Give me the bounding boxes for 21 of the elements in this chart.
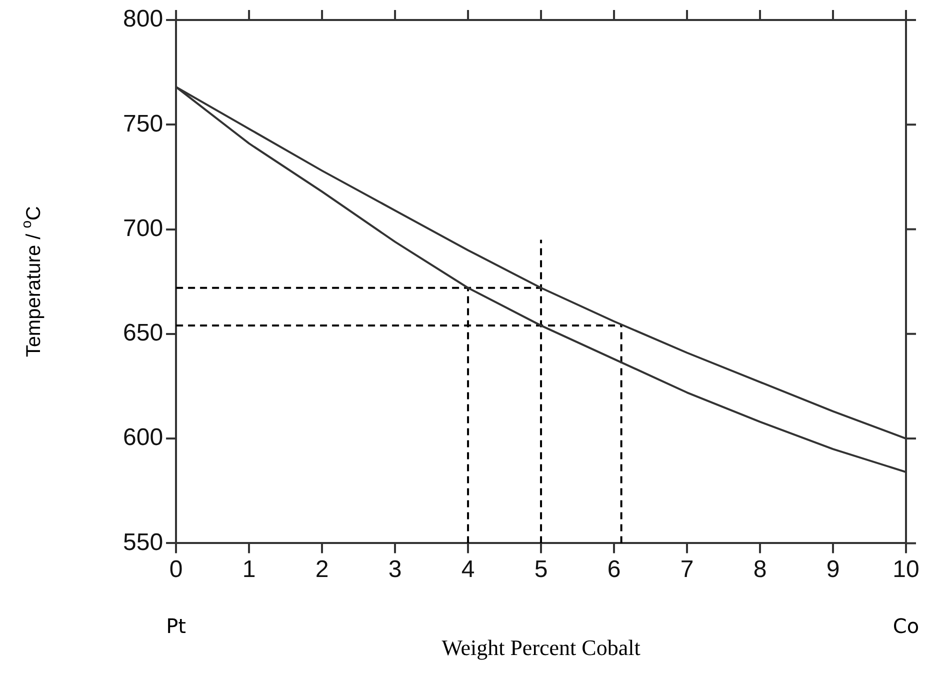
text: Pt bbox=[166, 614, 186, 638]
x-tick-label: 10 bbox=[892, 556, 920, 584]
x-tick-label: 8 bbox=[753, 556, 767, 584]
x-tick-label: 1 bbox=[242, 556, 256, 584]
x-tick-label: 2 bbox=[315, 556, 329, 584]
y-axis-title: Temperature / oC bbox=[18, 206, 45, 358]
x-tick-label: 4 bbox=[461, 556, 475, 584]
x-axis-title: Weight Percent Cobalt bbox=[442, 635, 640, 660]
x-tick-label: 6 bbox=[607, 556, 621, 584]
y-tick-label: 600 bbox=[122, 424, 164, 452]
x-tick-label: 9 bbox=[826, 556, 840, 584]
x-tick-label: 5 bbox=[534, 556, 548, 584]
x-tick-label: 7 bbox=[680, 556, 694, 584]
y-tick-label: 800 bbox=[122, 6, 164, 33]
x-tick-label: 0 bbox=[169, 556, 183, 584]
x-tick-label: 3 bbox=[388, 556, 402, 584]
y-tick-label: 550 bbox=[122, 528, 164, 556]
y-tick-label: 750 bbox=[122, 110, 164, 138]
text: Co bbox=[892, 614, 920, 638]
y-tick-label: 700 bbox=[122, 214, 164, 242]
y-tick-label: 650 bbox=[122, 320, 164, 347]
